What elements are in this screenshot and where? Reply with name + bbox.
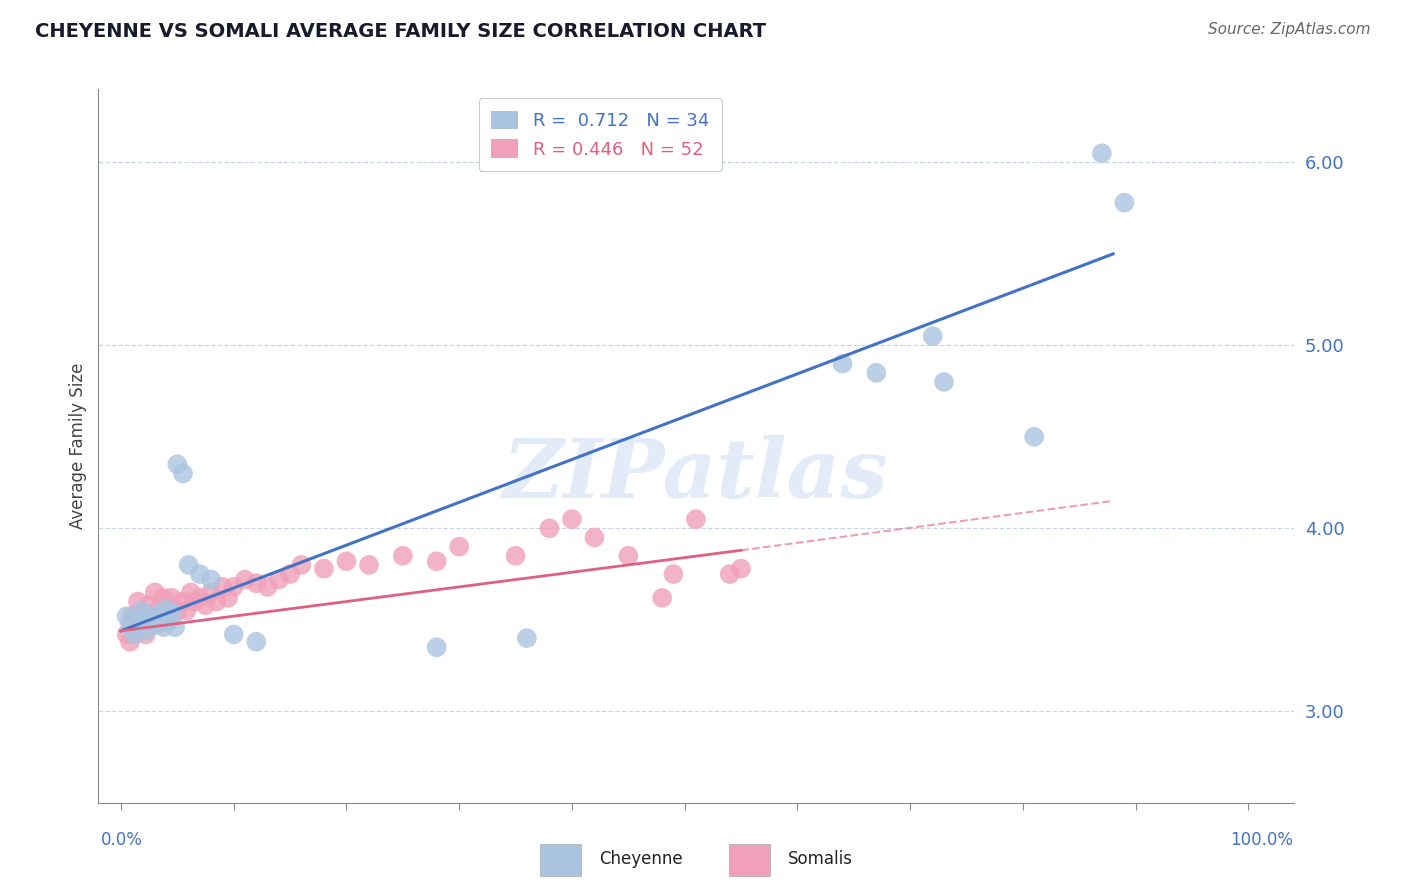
Point — [166, 458, 188, 472]
Point — [127, 613, 149, 627]
Point — [146, 607, 169, 622]
Point — [200, 585, 222, 599]
Point — [176, 604, 198, 618]
Point — [180, 585, 202, 599]
Point — [188, 567, 211, 582]
Point — [1114, 195, 1136, 210]
Point — [141, 609, 163, 624]
Point — [118, 616, 141, 631]
Point — [172, 467, 194, 481]
Point — [200, 573, 222, 587]
Point — [165, 602, 187, 616]
Point — [426, 554, 449, 568]
Point — [157, 613, 180, 627]
Point — [1024, 430, 1046, 444]
Point — [183, 594, 205, 608]
Point — [392, 549, 415, 563]
Point — [651, 591, 673, 605]
Point — [153, 591, 176, 605]
Point — [135, 627, 157, 641]
Point — [278, 567, 301, 582]
Text: 0.0%: 0.0% — [101, 831, 143, 849]
Point — [132, 616, 155, 631]
Point — [205, 594, 228, 608]
Point — [118, 634, 141, 648]
Point — [312, 561, 335, 575]
Point — [138, 609, 160, 624]
Point — [290, 558, 312, 572]
Point — [932, 375, 955, 389]
Point — [865, 366, 887, 380]
Point — [129, 604, 152, 618]
Point — [217, 591, 239, 605]
Point — [357, 558, 380, 572]
Point — [617, 549, 640, 563]
Point — [211, 580, 233, 594]
Text: Somalis: Somalis — [787, 849, 853, 868]
Y-axis label: Average Family Size: Average Family Size — [69, 363, 87, 529]
Point — [155, 602, 177, 616]
Text: CHEYENNE VS SOMALI AVERAGE FAMILY SIZE CORRELATION CHART: CHEYENNE VS SOMALI AVERAGE FAMILY SIZE C… — [35, 22, 766, 41]
Point — [516, 631, 538, 645]
Point — [426, 640, 449, 655]
Point — [177, 558, 200, 572]
Point — [160, 591, 183, 605]
Text: Source: ZipAtlas.com: Source: ZipAtlas.com — [1208, 22, 1371, 37]
Point — [256, 580, 278, 594]
Point — [115, 627, 138, 641]
Point — [267, 573, 290, 587]
Point — [146, 604, 169, 618]
Point — [583, 531, 606, 545]
Point — [149, 613, 172, 627]
Point — [561, 512, 583, 526]
Point — [143, 585, 166, 599]
Point — [157, 615, 180, 629]
Text: Cheyenne: Cheyenne — [599, 849, 682, 868]
Legend: R =  0.712   N = 34, R = 0.446   N = 52: R = 0.712 N = 34, R = 0.446 N = 52 — [479, 98, 721, 171]
FancyBboxPatch shape — [728, 844, 770, 876]
Point — [166, 604, 188, 618]
Point — [245, 634, 267, 648]
Point — [115, 609, 138, 624]
Point — [831, 357, 853, 371]
Point — [143, 618, 166, 632]
Point — [124, 620, 146, 634]
Text: 100.0%: 100.0% — [1230, 831, 1294, 849]
Point — [1091, 146, 1114, 161]
Point — [662, 567, 685, 582]
Point — [505, 549, 527, 563]
Point — [138, 598, 160, 612]
Point — [135, 624, 157, 638]
Point — [149, 616, 172, 631]
Point — [921, 329, 943, 343]
Point — [449, 540, 471, 554]
Point — [160, 606, 183, 620]
Point — [188, 591, 211, 605]
Point — [730, 561, 752, 575]
Point — [121, 609, 143, 624]
Point — [233, 573, 256, 587]
Point — [685, 512, 707, 526]
Point — [165, 620, 187, 634]
Point — [141, 615, 163, 629]
Point — [172, 594, 194, 608]
Point — [245, 576, 267, 591]
FancyBboxPatch shape — [540, 844, 581, 876]
Point — [127, 594, 149, 608]
Point — [222, 580, 245, 594]
Point — [129, 604, 152, 618]
Point — [335, 554, 357, 568]
Point — [132, 616, 155, 631]
Point — [153, 620, 176, 634]
Point — [194, 598, 217, 612]
Point — [155, 602, 177, 616]
Point — [222, 627, 245, 641]
Point — [718, 567, 741, 582]
Text: ZIPatlas: ZIPatlas — [503, 434, 889, 515]
Point — [538, 521, 561, 535]
Point — [124, 627, 146, 641]
Point — [121, 622, 143, 636]
